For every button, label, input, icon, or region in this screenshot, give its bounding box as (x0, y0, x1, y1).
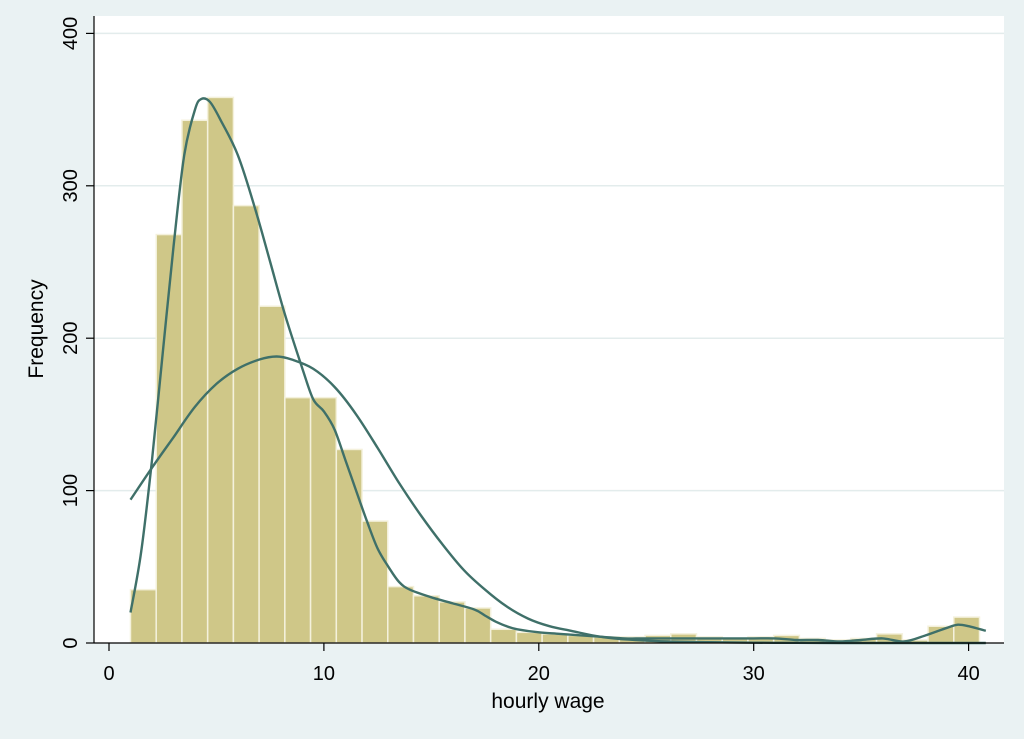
histogram-bar-9 (361, 520, 389, 644)
histogram-bar-4 (232, 204, 260, 644)
histogram-bar-2 (181, 119, 209, 644)
histogram-bar-12 (438, 601, 466, 644)
x-tick-label-0: 0 (103, 663, 114, 685)
y-axis-ticks: 0 100 200 300 400 (60, 17, 94, 649)
x-axis-title: hourly wage (491, 690, 604, 713)
histogram-bar-1 (155, 233, 183, 644)
histogram-bar-10 (387, 585, 415, 644)
histogram-bar-14 (489, 628, 518, 644)
axes (93, 16, 1004, 644)
kernel-density-curve (129, 97, 987, 643)
x-tick-label-20: 20 (528, 663, 550, 685)
histogram-bar-11 (412, 595, 440, 644)
y-tick-label-300: 300 (60, 169, 82, 202)
y-tick-label-0: 0 (60, 637, 82, 648)
x-axis-ticks: 0 10 20 30 40 (103, 643, 980, 685)
y-tick-label-400: 400 (60, 17, 82, 50)
y-axis-title: Frequency (25, 279, 48, 379)
histogram-bar-6 (284, 396, 312, 644)
x-tick-label-10: 10 (313, 663, 335, 685)
histogram-bar-7 (309, 396, 338, 644)
histogram-bar-8 (335, 448, 363, 644)
histogram-bar-15 (515, 631, 543, 644)
histogram-bar-5 (258, 305, 286, 644)
y-tick-label-200: 200 (60, 322, 82, 355)
histogram-bar-3 (206, 96, 235, 644)
histogram-bar-32 (953, 616, 981, 644)
x-tick-label-30: 30 (743, 663, 765, 685)
x-tick-label-40: 40 (957, 663, 979, 685)
histogram-bar-13 (464, 607, 492, 644)
y-tick-label-100: 100 (60, 474, 82, 507)
